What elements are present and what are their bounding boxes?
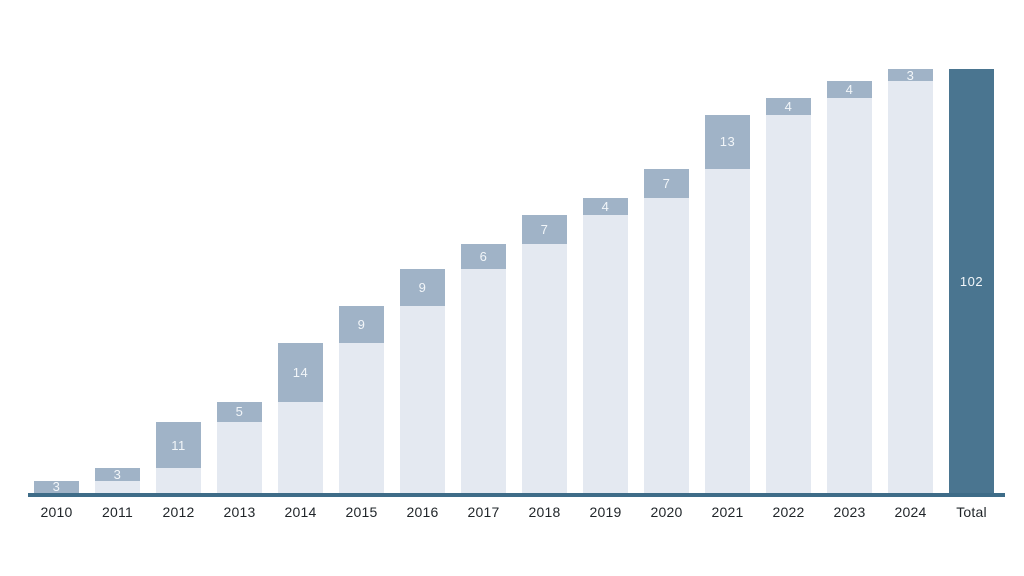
- bar-column-2011: 3: [95, 468, 140, 493]
- value-label-2024: 3: [906, 67, 915, 83]
- increment-segment-2021: 13: [705, 114, 750, 169]
- value-label-2014: 14: [292, 364, 309, 380]
- bar-column-2014: 14: [278, 343, 323, 493]
- bar-column-2012: 11: [156, 422, 201, 493]
- cumulative-base-segment-2020: [644, 197, 689, 493]
- value-label-2012: 11: [171, 437, 186, 453]
- value-label-total: 102: [959, 273, 984, 289]
- cumulative-base-segment-2018: [522, 243, 567, 493]
- bar-column-total: 102: [949, 69, 994, 493]
- bar-column-2024: 3: [888, 69, 933, 493]
- x-axis-label-2019: 2019: [589, 504, 622, 520]
- increment-segment-2014: 14: [278, 343, 323, 402]
- value-label-2019: 4: [601, 198, 610, 214]
- bar-column-2022: 4: [766, 98, 811, 493]
- bar-column-2023: 4: [827, 81, 872, 493]
- bar-column-2020: 7: [644, 168, 689, 493]
- increment-segment-2016: 9: [400, 268, 445, 306]
- value-label-2022: 4: [784, 98, 793, 114]
- value-label-2020: 7: [662, 175, 671, 191]
- increment-segment-2011: 3: [95, 466, 140, 482]
- cumulative-base-segment-2022: [766, 114, 811, 493]
- increment-segment-2015: 9: [339, 305, 384, 344]
- x-axis-label-2021: 2021: [711, 504, 744, 520]
- value-label-2010: 3: [52, 479, 61, 495]
- cumulative-base-segment-2021: [705, 168, 750, 493]
- bar-column-2016: 9: [400, 268, 445, 493]
- bar-column-2021: 13: [705, 114, 750, 493]
- bar-column-2010: 3: [34, 479, 79, 495]
- value-label-2013: 5: [235, 404, 244, 420]
- value-label-2016: 9: [418, 279, 427, 295]
- cumulative-base-segment-2016: [400, 305, 445, 493]
- cumulative-base-segment-2012: [156, 468, 201, 493]
- cumulative-base-segment-2014: [278, 401, 323, 493]
- increment-segment-2017: 6: [461, 243, 506, 269]
- x-axis-label-2011: 2011: [102, 504, 133, 520]
- increment-segment-2019: 4: [583, 197, 628, 215]
- x-axis-label-2014: 2014: [284, 504, 317, 520]
- bar-column-2015: 9: [339, 305, 384, 493]
- increment-segment-2018: 7: [522, 214, 567, 244]
- value-label-2015: 9: [357, 317, 366, 333]
- bar-column-2019: 4: [583, 197, 628, 493]
- increment-segment-2012: 11: [156, 422, 201, 469]
- x-axis-label-2015: 2015: [345, 504, 378, 520]
- increment-segment-2023: 4: [827, 81, 872, 99]
- cumulative-base-segment-2024: [888, 81, 933, 493]
- value-label-2021: 13: [719, 134, 736, 150]
- value-label-2023: 4: [845, 82, 854, 98]
- x-axis-label-2024: 2024: [894, 504, 927, 520]
- x-axis-label-2017: 2017: [467, 504, 500, 520]
- x-axis-label-2016: 2016: [406, 504, 439, 520]
- x-axis-label-2022: 2022: [772, 504, 805, 520]
- bar-column-2017: 6: [461, 243, 506, 493]
- increment-segment-2020: 7: [644, 168, 689, 198]
- increment-segment-2010: 3: [34, 479, 79, 495]
- cumulative-base-segment-2019: [583, 214, 628, 493]
- increment-segment-2022: 4: [766, 98, 811, 115]
- x-axis-label-2018: 2018: [528, 504, 561, 520]
- bar-column-2013: 5: [217, 401, 262, 493]
- value-label-2011: 3: [113, 466, 122, 482]
- value-label-2018: 7: [540, 221, 549, 237]
- increment-segment-2013: 5: [217, 401, 262, 423]
- cumulative-base-segment-2023: [827, 98, 872, 493]
- cumulative-base-segment-2017: [461, 268, 506, 493]
- x-axis-label-2020: 2020: [650, 504, 683, 520]
- x-axis-label-2012: 2012: [162, 504, 195, 520]
- x-axis-label-total: Total: [956, 504, 987, 520]
- value-label-2017: 6: [479, 248, 488, 264]
- increment-segment-2024: 3: [888, 67, 933, 83]
- x-axis-label-2023: 2023: [833, 504, 866, 520]
- x-axis-label-2013: 2013: [223, 504, 256, 520]
- x-axis-line: [28, 493, 1005, 497]
- total-bar-segment: 102: [949, 69, 994, 493]
- x-axis-label-2010: 2010: [40, 504, 73, 520]
- cumulative-base-segment-2013: [217, 422, 262, 493]
- bar-column-2018: 7: [522, 214, 567, 493]
- cumulative-base-segment-2011: [95, 480, 140, 493]
- cumulative-base-segment-2015: [339, 343, 384, 493]
